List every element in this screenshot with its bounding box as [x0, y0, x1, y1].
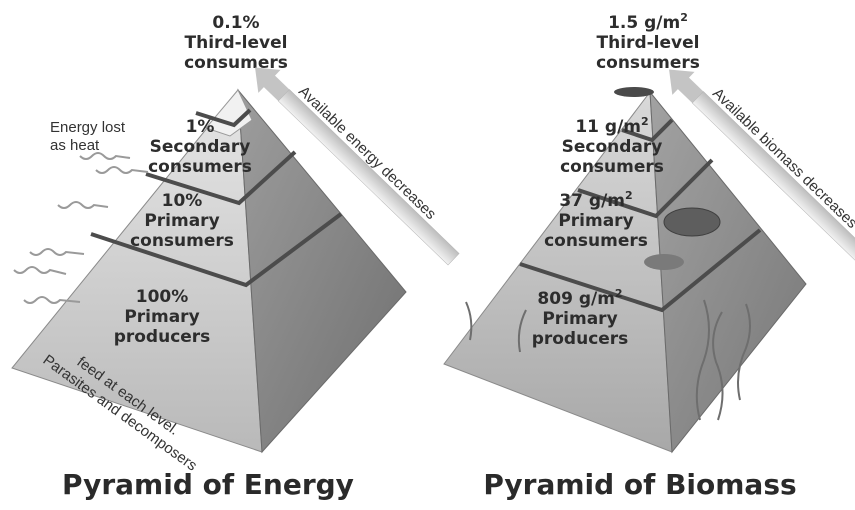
biomass-producers-name-line1: Primary	[542, 309, 617, 329]
biomass-secondary-value: 11 g/m2	[575, 115, 648, 137]
energy-pyramid-right-face	[237, 88, 407, 454]
energy-secondary-name-line2: consumers	[148, 157, 252, 177]
biomass-third-level-name-line1: Third-level	[597, 33, 700, 53]
energy-third-level-name-line1: Third-level	[185, 33, 288, 53]
predator-illustration	[614, 87, 654, 97]
biomass-primary-consumers-name-line2: consumers	[544, 231, 648, 251]
energy-secondary-value: 1%	[186, 117, 215, 137]
biomass-level-dividers	[519, 118, 762, 313]
fish-illustration	[644, 254, 684, 270]
biomass-producers-value: 809 g/m2	[537, 287, 622, 309]
seaweed-illustration	[465, 299, 751, 421]
biomass-pyramid-title: Pyramid of Biomass	[483, 468, 796, 501]
energy-pyramid-title: Pyramid of Energy	[62, 468, 354, 501]
energy-producers-name-line1: Primary	[124, 307, 199, 327]
biomass-secondary-name-line2: consumers	[560, 157, 664, 177]
biomass-third-level-value: 1.5 g/m2	[608, 11, 688, 33]
heat-note-line1: Energy lost	[50, 119, 126, 136]
energy-third-level-value: 0.1%	[212, 13, 259, 33]
energy-level-dividers	[90, 108, 343, 288]
biomass-pyramid: 1.5 g/m2 Third-level consumers 11 g/m2 S…	[443, 11, 855, 501]
biomass-primary-consumers-name-line1: Primary	[558, 211, 633, 231]
energy-primary-consumers-name-line2: consumers	[130, 231, 234, 251]
biomass-secondary-name-line1: Secondary	[562, 137, 663, 157]
energy-secondary-name-line1: Secondary	[150, 137, 251, 157]
energy-primary-consumers-name-line1: Primary	[144, 211, 219, 231]
energy-pyramid: 0.1% Third-level consumers 1% Secondary …	[11, 13, 460, 501]
energy-primary-consumers-value: 10%	[162, 191, 203, 211]
biomass-third-level-name-line2: consumers	[596, 53, 700, 73]
heat-loss-wavy-arrows	[13, 152, 149, 304]
energy-producers-value: 100%	[136, 287, 189, 307]
biomass-primary-consumers-value: 37 g/m2	[559, 189, 632, 211]
energy-third-level-name-line2: consumers	[184, 53, 288, 73]
turtle-illustration	[663, 207, 721, 237]
biomass-producers-name-line2: producers	[532, 329, 629, 349]
heat-note-line2: as heat	[50, 137, 100, 154]
energy-producers-name-line2: producers	[114, 327, 211, 347]
